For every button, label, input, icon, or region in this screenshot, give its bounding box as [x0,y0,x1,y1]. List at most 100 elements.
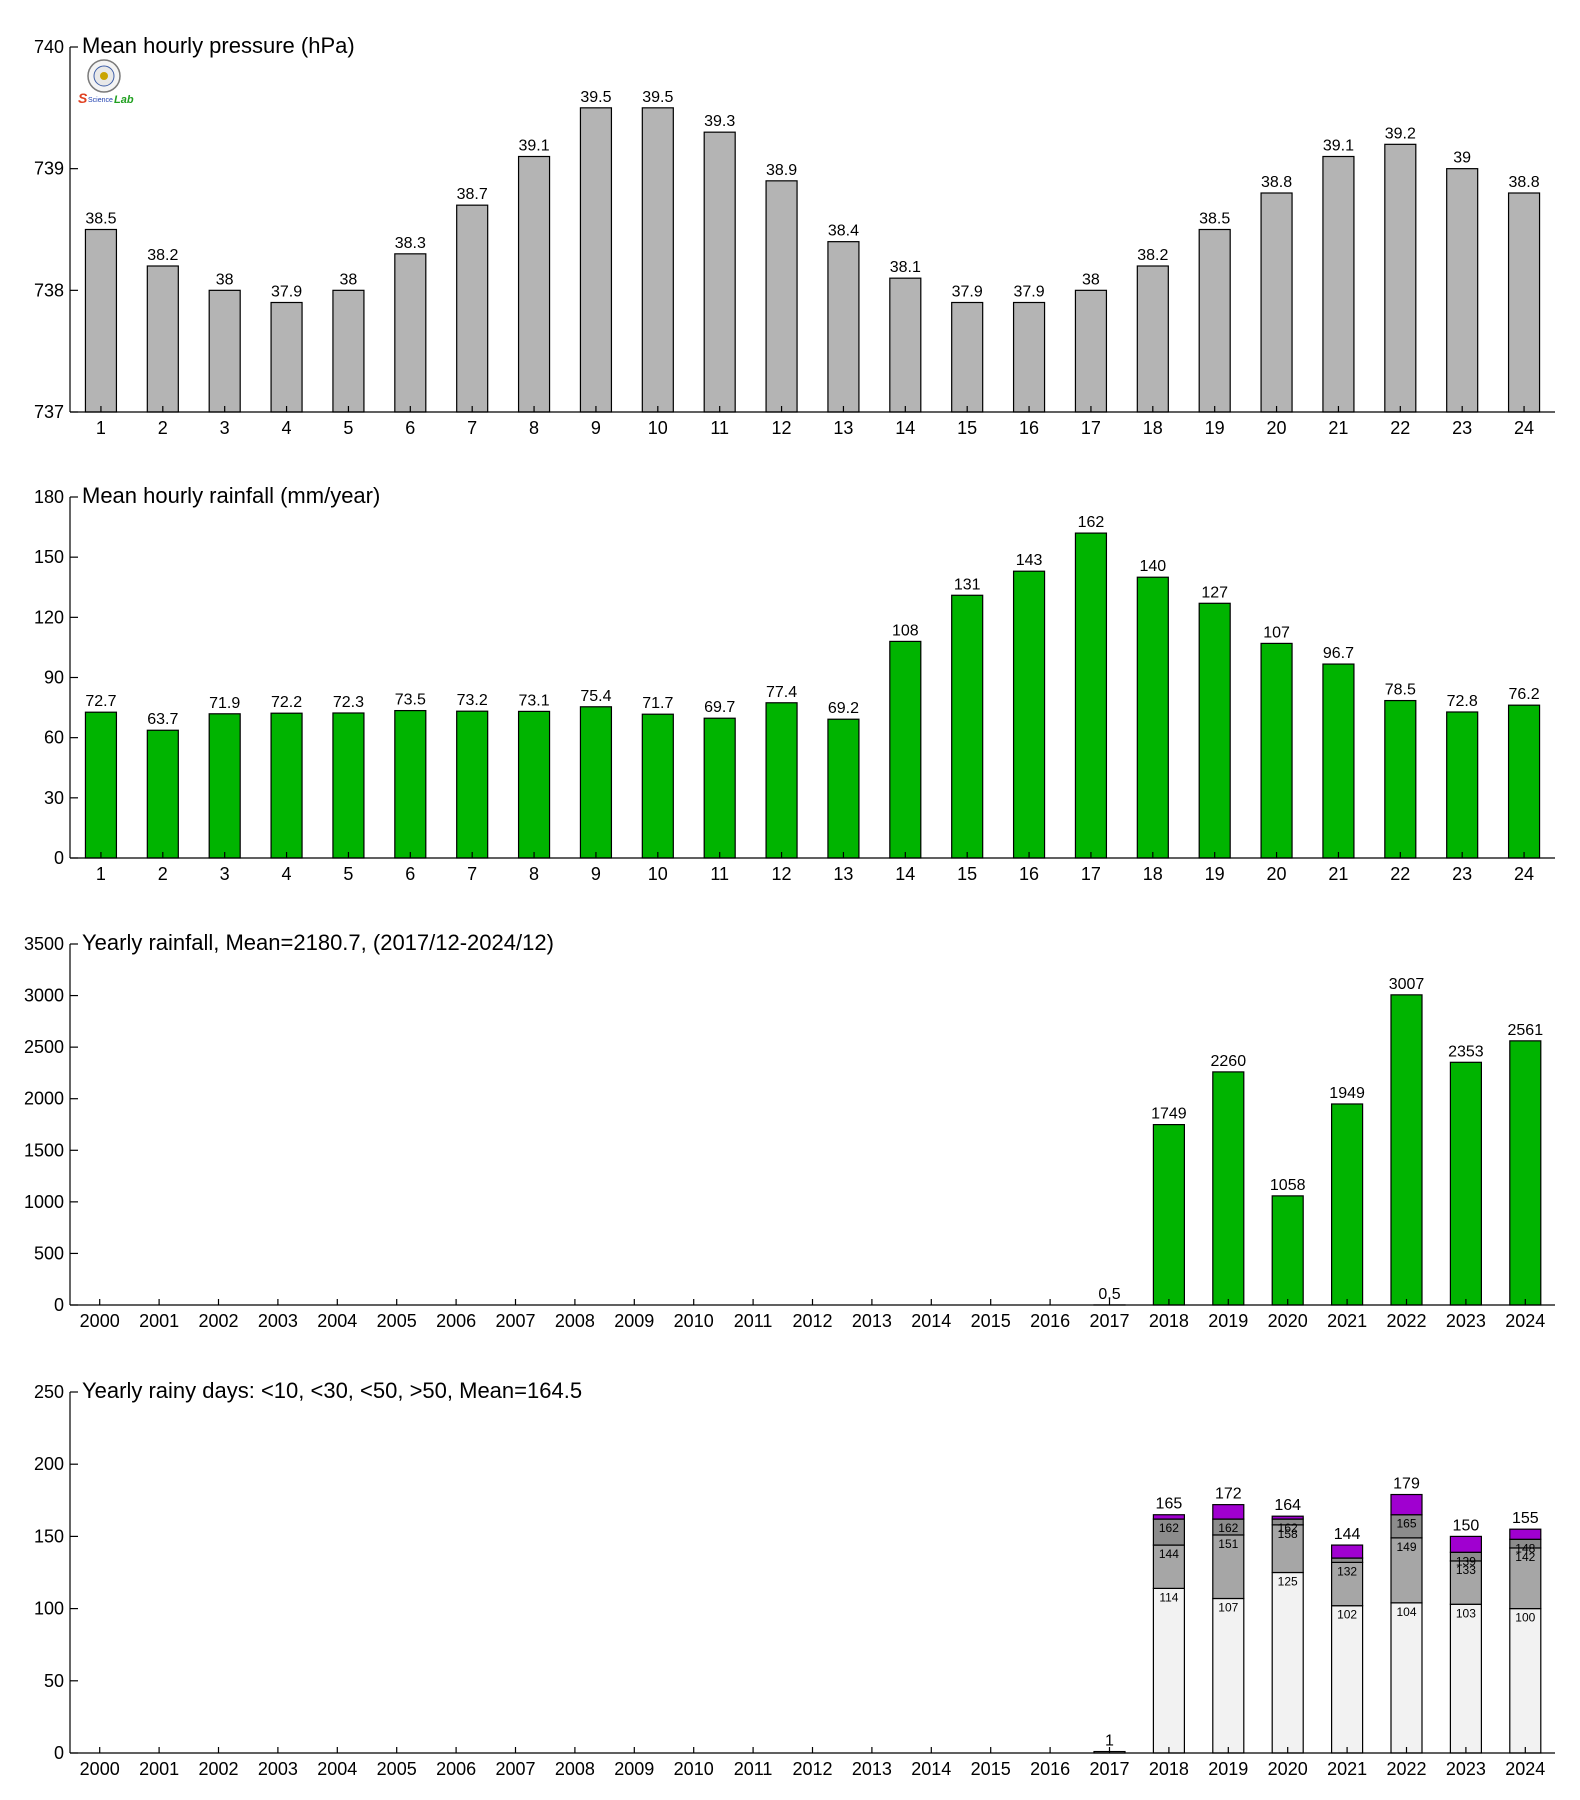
y-tick-label: 250 [34,1382,64,1402]
y-tick-label: 90 [44,668,64,688]
data-label: 38.1 [890,259,921,276]
bar [394,253,427,413]
x-tick-label: 2004 [317,1311,357,1331]
data-label: 3007 [1389,976,1425,993]
x-tick-label: 2024 [1505,1759,1545,1779]
y-tick-label: 180 [34,487,64,507]
data-label: 38.5 [1199,211,1230,228]
bar [579,107,613,413]
bar [270,712,303,859]
total-label: 179 [1393,1476,1420,1493]
segment-label: 133 [1456,1563,1476,1577]
x-tick-label: 2002 [198,1759,238,1779]
bar [1212,1071,1245,1306]
segment-label: 162 [1278,1521,1298,1535]
x-tick-label: 2024 [1505,1311,1545,1331]
x-tick-label: 22 [1390,864,1410,884]
data-label: 38 [1082,271,1100,288]
bar [1322,663,1355,859]
bar [517,155,551,413]
data-label: 39.2 [1385,125,1416,142]
x-tick-label: 13 [833,418,853,438]
data-label: 72.8 [1447,693,1478,710]
x-tick-label: 2011 [734,1311,773,1331]
stack-segment [1509,1547,1542,1610]
x-tick-label: 2014 [911,1759,951,1779]
segment-label: 104 [1396,1605,1416,1619]
x-tick-label: 2007 [495,1311,535,1331]
x-tick-label: 2001 [139,1759,179,1779]
stack-segment [1449,1603,1483,1754]
chart-title: Yearly rainfall, Mean=2180.7, (2017/12-2… [82,930,554,955]
stack-segment [1509,1607,1542,1754]
bar [394,709,427,859]
bar [1271,1195,1304,1306]
data-label: 127 [1201,584,1228,601]
stack-segment [1330,1544,1364,1559]
data-label: 1749 [1151,1106,1187,1123]
bar [827,241,860,413]
data-label: 38.2 [147,247,178,264]
bar [1074,532,1108,859]
bar [1322,155,1355,413]
y-tick-label: 2000 [24,1089,64,1109]
data-label: 1949 [1329,1085,1365,1102]
x-tick-label: 3 [220,418,230,438]
x-tick-label: 10 [648,864,668,884]
x-tick-label: 10 [648,418,668,438]
segment-label: 158 [1278,1527,1298,1541]
stack-segment [1330,1605,1364,1754]
x-tick-label: 2023 [1446,1311,1486,1331]
x-tick-label: 2012 [792,1759,832,1779]
data-label: 73.1 [518,692,549,709]
x-tick-label: 2019 [1208,1311,1248,1331]
bar [84,228,118,413]
x-tick-label: 2002 [198,1311,238,1331]
x-tick-label: 2015 [971,1311,1011,1331]
data-label: 37.9 [1013,284,1044,301]
x-tick-label: 2009 [614,1311,654,1331]
bar [1012,570,1046,859]
x-tick-label: 2000 [80,1311,120,1331]
x-tick-label: 3 [220,864,230,884]
x-tick-label: 18 [1143,864,1163,884]
total-label: 150 [1453,1517,1480,1534]
data-label: 38.7 [457,186,488,203]
bar [951,301,984,413]
data-label: 140 [1139,558,1166,575]
data-label: 63.7 [147,711,178,728]
data-label: 39.1 [518,138,549,155]
stack-segment [1212,1597,1245,1754]
bar [703,131,736,413]
x-tick-label: 24 [1514,864,1534,884]
x-tick-label: 23 [1452,418,1472,438]
y-tick-label: 60 [44,728,64,748]
data-label: 38 [340,271,358,288]
segment-label: 149 [1396,1540,1416,1554]
data-label: 39.5 [642,89,673,106]
data-label: 76.2 [1508,686,1539,703]
bar [1136,265,1169,413]
data-label: 78.5 [1385,682,1416,699]
bar [332,289,365,413]
x-tick-label: 17 [1081,418,1101,438]
x-tick-label: 2007 [495,1759,535,1779]
x-tick-label: 4 [282,864,292,884]
stack-segment [1212,1504,1245,1520]
total-label: 164 [1274,1497,1301,1514]
x-tick-label: 2010 [674,1311,714,1331]
x-tick-label: 2008 [555,1311,595,1331]
bar [1260,192,1293,413]
x-tick-label: 8 [529,418,539,438]
x-tick-label: 2014 [911,1311,951,1331]
y-tick-label: 0 [54,848,64,868]
segment-label: 107 [1218,1600,1238,1614]
y-tick-label: 1000 [24,1192,64,1212]
svg-text:Science: Science [88,97,113,104]
segment-label: 142 [1515,1550,1535,1564]
bar [579,706,613,859]
chart-title: Yearly rainy days: <10, <30, <50, >50, M… [82,1378,582,1403]
data-label: 71.9 [209,695,240,712]
bar [641,713,674,859]
y-tick-label: 500 [34,1243,64,1263]
